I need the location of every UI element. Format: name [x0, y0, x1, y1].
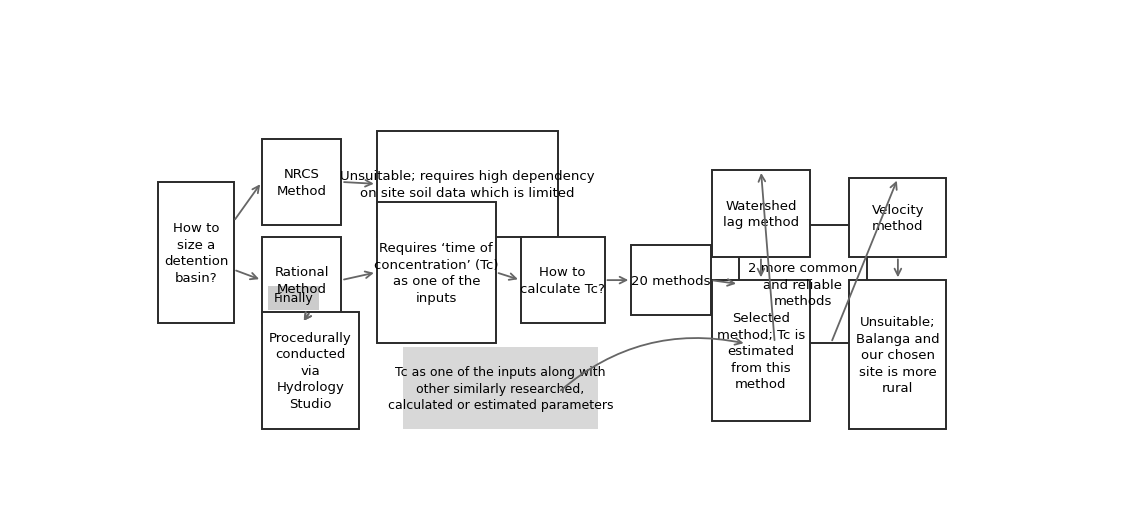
Text: Rational
Method: Rational Method	[275, 266, 328, 295]
FancyBboxPatch shape	[404, 347, 597, 430]
FancyBboxPatch shape	[262, 237, 341, 324]
Text: How to
size a
detention
basin?: How to size a detention basin?	[164, 222, 228, 285]
FancyBboxPatch shape	[849, 179, 946, 257]
FancyBboxPatch shape	[268, 287, 319, 310]
FancyBboxPatch shape	[632, 245, 710, 316]
FancyBboxPatch shape	[262, 312, 359, 430]
Text: How to
calculate Tc?: How to calculate Tc?	[520, 266, 605, 295]
Text: Selected
method; Tc is
estimated
from this
method: Selected method; Tc is estimated from th…	[717, 312, 805, 390]
Text: Unsuitable; requires high dependency
on site soil data which is limited: Unsuitable; requires high dependency on …	[340, 170, 594, 199]
FancyBboxPatch shape	[376, 132, 557, 237]
Text: Tc as one of the inputs along with
other similarly researched,
calculated or est: Tc as one of the inputs along with other…	[388, 365, 613, 411]
FancyBboxPatch shape	[712, 280, 809, 421]
Text: Watershed
lag method: Watershed lag method	[723, 199, 799, 229]
FancyBboxPatch shape	[376, 202, 496, 343]
FancyBboxPatch shape	[262, 139, 341, 225]
Text: 20 methods: 20 methods	[632, 274, 710, 287]
Text: Velocity
method: Velocity method	[872, 203, 925, 233]
Text: Finally: Finally	[274, 292, 314, 305]
Text: Requires ‘time of
concentration’ (Tc)
as one of the
inputs: Requires ‘time of concentration’ (Tc) as…	[374, 242, 498, 304]
Text: 2 more common
and reliable
methods: 2 more common and reliable methods	[748, 262, 857, 307]
FancyBboxPatch shape	[849, 280, 946, 430]
Text: Unsuitable;
Balanga and
our chosen
site is more
rural: Unsuitable; Balanga and our chosen site …	[856, 316, 939, 394]
FancyBboxPatch shape	[521, 237, 604, 324]
Text: NRCS
Method: NRCS Method	[277, 168, 326, 197]
FancyBboxPatch shape	[739, 225, 868, 343]
Text: Procedurally
conducted
via
Hydrology
Studio: Procedurally conducted via Hydrology Stu…	[269, 331, 352, 410]
FancyBboxPatch shape	[158, 183, 234, 324]
FancyBboxPatch shape	[712, 171, 809, 257]
